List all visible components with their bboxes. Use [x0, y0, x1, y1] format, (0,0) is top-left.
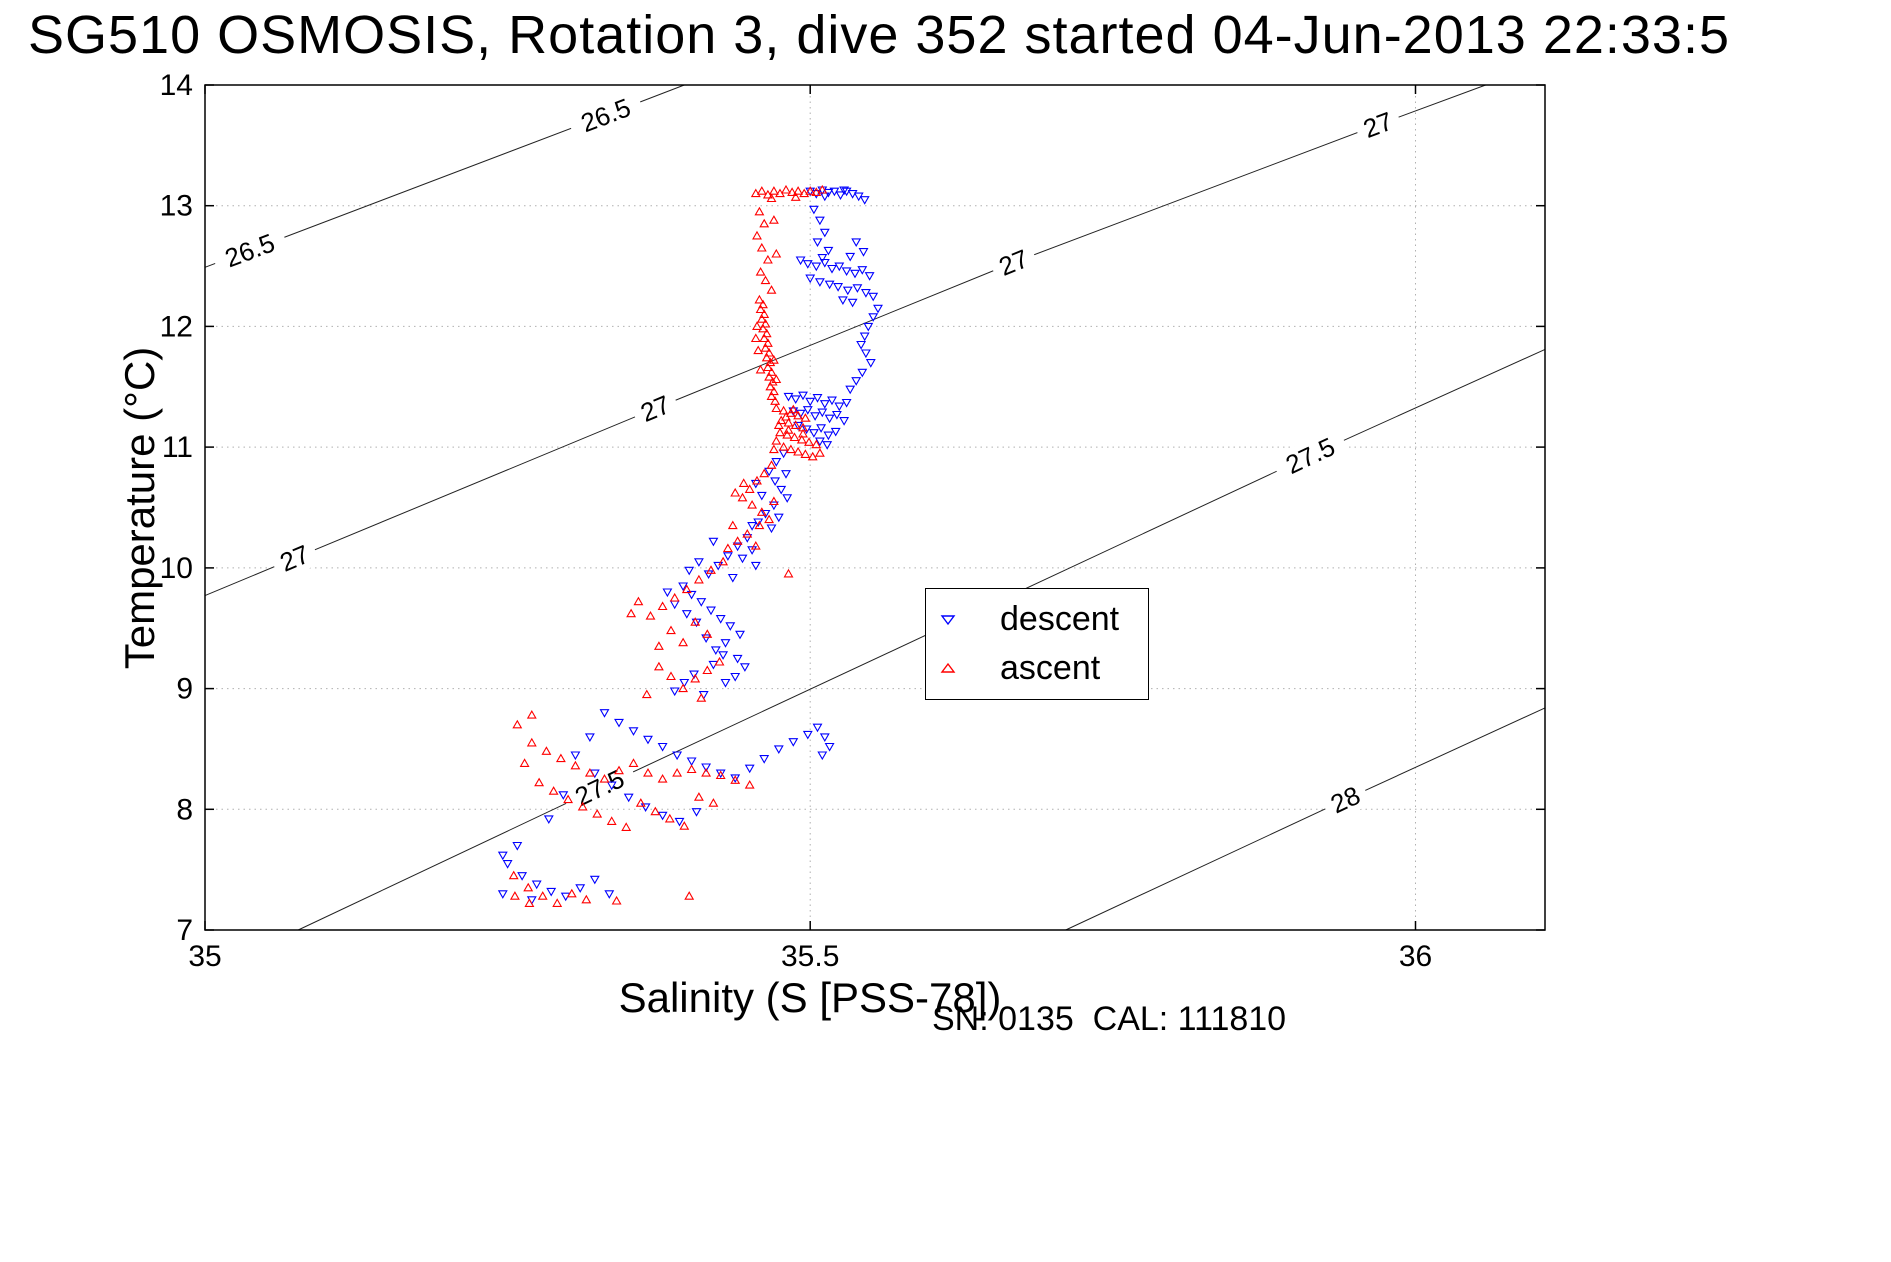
axis-box: [204, 84, 1546, 931]
svg-text:13: 13: [160, 190, 193, 223]
legend-label-descent: descent: [1000, 599, 1120, 638]
legend-entry-descent: descent: [940, 600, 1148, 639]
svg-text:35.5: 35.5: [781, 940, 839, 973]
y-axis-label: Temperature (°C): [116, 346, 163, 670]
svg-text:11: 11: [162, 431, 193, 464]
chart-title: SG510 OSMOSIS, Rotation 3, dive 352 star…: [28, 5, 1730, 65]
legend-entry-ascent: ascent: [940, 649, 1148, 688]
scatter-descent: [497, 186, 883, 905]
x-axis-label: Salinity (S [PSS-78]): [618, 974, 1002, 1021]
svg-text:26.5: 26.5: [577, 92, 635, 138]
svg-text:7: 7: [176, 914, 193, 947]
tick-labels: 35 35.5 36 7 8 9 10 11 12 13 14: [160, 69, 1433, 973]
svg-text:12: 12: [160, 310, 193, 343]
scatter-ascent: [508, 184, 828, 907]
svg-text:9: 9: [176, 673, 193, 706]
ascent-triangle-up-icon: [940, 663, 956, 674]
svg-text:10: 10: [160, 552, 193, 585]
descent-triangle-down-icon: [940, 614, 956, 625]
svg-text:14: 14: [160, 69, 193, 102]
svg-text:35: 35: [188, 940, 221, 973]
svg-text:36: 36: [1399, 940, 1432, 973]
axis-ticks: [204, 84, 1545, 931]
svg-text:8: 8: [176, 793, 193, 826]
svg-text:26.5: 26.5: [221, 227, 279, 273]
legend-label-ascent: ascent: [1000, 649, 1101, 688]
legend: descent ascent: [925, 588, 1149, 700]
calibration-note: SN: 0135 CAL: 111810: [932, 1000, 1287, 1038]
